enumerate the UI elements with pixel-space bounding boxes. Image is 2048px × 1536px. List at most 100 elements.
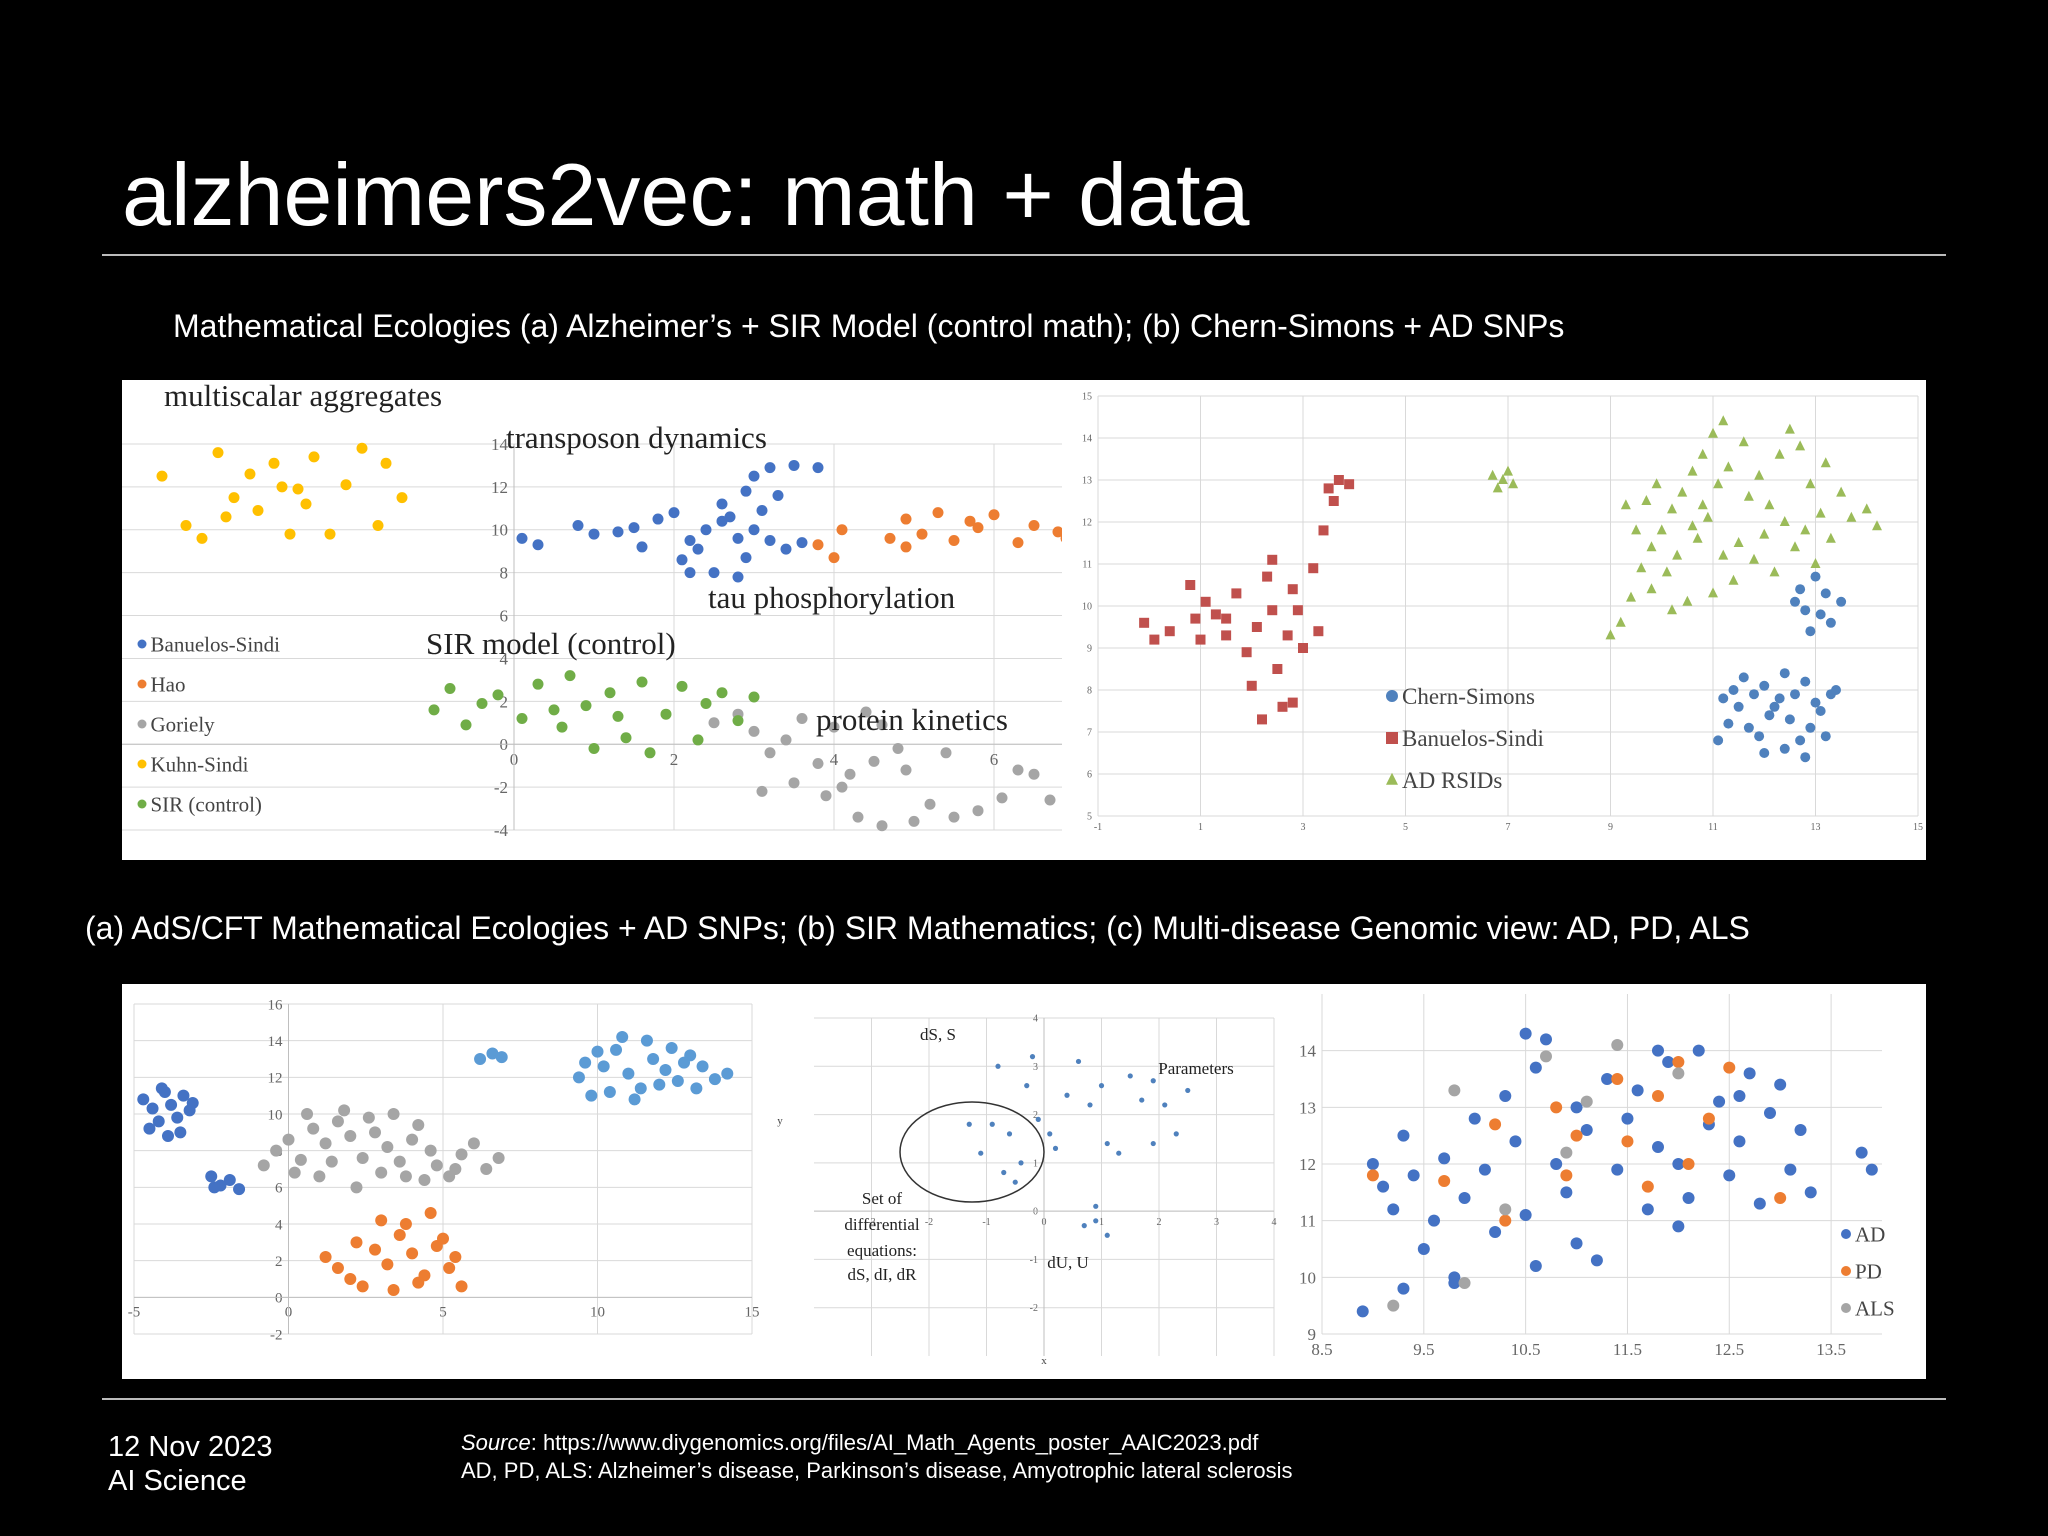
data-point (764, 535, 776, 546)
legend-label: Banuelos-Sindi (1402, 726, 1544, 751)
data-point (1636, 562, 1647, 573)
y-tick-label: 12 (1299, 1155, 1316, 1174)
subtitle-top: Mathematical Ecologies (a) Alzheimer’s +… (173, 308, 1565, 344)
data-point (1831, 685, 1841, 695)
data-point (430, 1159, 443, 1172)
x-tick-label: 2 (670, 750, 679, 769)
y-tick-label: 4 (275, 1217, 283, 1233)
data-point (591, 1045, 604, 1058)
data-point (1621, 1135, 1634, 1148)
y-tick-label: -4 (494, 821, 509, 840)
data-point (1308, 563, 1319, 574)
data-point (884, 532, 896, 544)
x-tick-label: 5 (439, 1304, 447, 1320)
data-point (1468, 1112, 1481, 1125)
data-point (1499, 1214, 1512, 1227)
data-point (1723, 718, 1734, 729)
data-point (362, 1111, 375, 1124)
data-point (156, 470, 168, 482)
data-point (668, 507, 680, 519)
legend-marker (1386, 732, 1398, 744)
legend-marker (1841, 1303, 1851, 1313)
y-tick-label: 14 (1299, 1042, 1317, 1061)
data-point (1697, 499, 1708, 510)
data-point (1590, 1254, 1603, 1267)
data-point (972, 805, 984, 817)
data-point (916, 528, 928, 540)
legend-label: SIR (control) (151, 792, 262, 816)
data-point (1060, 534, 1062, 543)
data-point (756, 504, 768, 516)
data-point (652, 513, 664, 525)
data-point (1344, 479, 1355, 490)
data-point (764, 462, 776, 474)
data-point (1492, 482, 1503, 493)
data-point (900, 513, 912, 525)
data-point (1774, 693, 1785, 704)
chart-aggregates-sir: -4-20246810121402468multiscalar aggregat… (122, 380, 1062, 840)
data-point (1195, 634, 1206, 645)
data-point (1795, 584, 1806, 595)
data-point (356, 442, 368, 454)
data-point (152, 1115, 165, 1128)
y-tick-label: 14 (491, 435, 509, 454)
y-tick-label: 14 (1082, 434, 1092, 445)
data-point (1733, 1135, 1746, 1148)
y-tick-label: 5 (1087, 812, 1092, 823)
data-point (1377, 1180, 1390, 1193)
data-point (1708, 587, 1718, 598)
data-point (424, 1144, 437, 1157)
data-point (220, 511, 232, 523)
data-point (1601, 1073, 1614, 1085)
data-point (1407, 1169, 1420, 1182)
data-point (1550, 1101, 1563, 1114)
y-tick-label: 10 (268, 1107, 283, 1123)
data-point (1652, 1141, 1664, 1153)
source-url[interactable]: : https://www.diygenomics.org/files/AI_M… (530, 1430, 1259, 1455)
data-point (381, 1141, 394, 1153)
x-tick-label: 10.5 (1511, 1340, 1541, 1359)
y-tick-label: 11 (1082, 560, 1092, 571)
data-point (418, 1174, 431, 1186)
data-point (492, 689, 504, 701)
data-point (1708, 427, 1718, 438)
data-point (892, 743, 904, 755)
data-point (1251, 622, 1262, 632)
data-point (1702, 511, 1713, 522)
data-point (369, 1243, 382, 1256)
data-point (1718, 415, 1729, 426)
data-point (1692, 1044, 1705, 1057)
data-point (1800, 524, 1811, 535)
data-point (325, 1155, 338, 1168)
y-tick-label: 3 (1033, 1062, 1038, 1073)
data-point (716, 687, 728, 699)
data-point (1631, 1084, 1644, 1097)
data-point (1646, 583, 1657, 594)
x-tick-label: -1 (1094, 822, 1102, 833)
data-point (616, 1031, 629, 1043)
data-point (1012, 764, 1024, 776)
footer-info: 12 Nov 2023 AI Science (108, 1430, 272, 1498)
legend-marker (137, 759, 147, 769)
data-point (1428, 1214, 1440, 1227)
data-point (1047, 1131, 1053, 1137)
source-label: Source (461, 1430, 531, 1455)
data-point (940, 747, 952, 759)
data-point (1810, 697, 1821, 708)
data-point (1318, 525, 1329, 536)
data-point (1081, 1223, 1087, 1229)
data-point (205, 1170, 218, 1183)
annotation: SIR model (control) (426, 626, 676, 661)
data-point (1150, 1078, 1156, 1084)
data-point (1661, 566, 1672, 577)
data-point (1672, 1067, 1685, 1080)
data-point (620, 732, 632, 744)
data-point (375, 1166, 388, 1179)
data-point (1267, 605, 1278, 616)
legend-label: Goriely (151, 712, 216, 736)
data-point (1800, 752, 1811, 763)
data-point (1540, 1050, 1552, 1063)
y-tick-label: 1 (1033, 1158, 1038, 1169)
legend-label: PD (1855, 1259, 1882, 1283)
